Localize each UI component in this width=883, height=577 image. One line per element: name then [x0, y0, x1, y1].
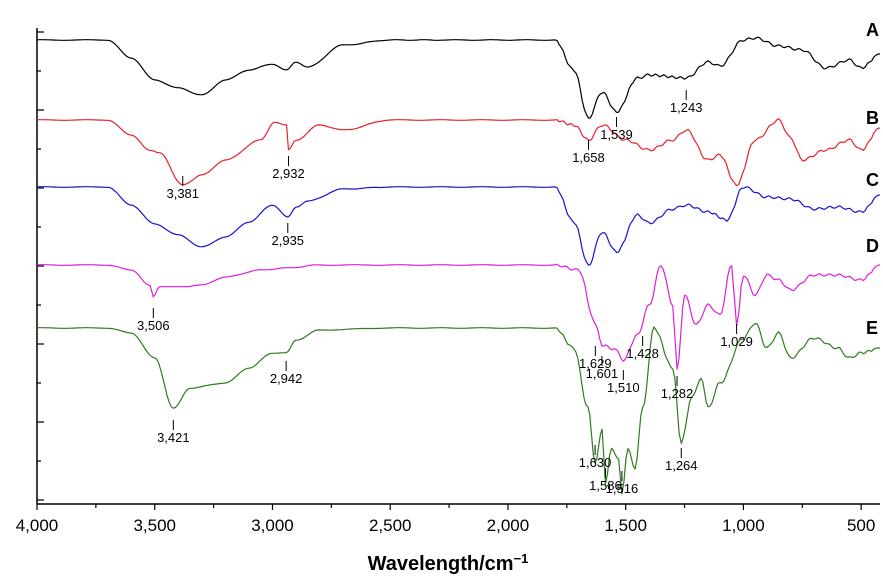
peak-label-7: 1,629 [579, 356, 612, 371]
x-axis-tick-labels: 4,000 3,500 3,000 2,500 2,000 1,500 1,000 500 [16, 516, 876, 535]
spectrum-curves [36, 36, 881, 495]
series-label-B: B [866, 108, 879, 128]
x-tick-label-4: 2,000 [487, 516, 530, 535]
spectrum-D [36, 263, 881, 370]
spectrum-A [36, 36, 881, 119]
x-tick-label-1: 3,500 [133, 516, 176, 535]
peak-annotations: 1,243 1,658 1,539 3,381 2,932 2,935 3,506 1,629… [137, 90, 753, 496]
peak-label-15: 1,630 [579, 455, 612, 470]
peak-label-11: 1,510 [607, 380, 640, 395]
x-tick-label-7: 500 [847, 516, 875, 535]
x-tick-label-2: 3,000 [251, 516, 294, 535]
peak-label-9: 1,428 [626, 346, 659, 361]
peak-label-3: 3,381 [166, 186, 199, 201]
peak-label-10: 1,029 [720, 334, 753, 349]
peak-label-4: 2,932 [272, 166, 305, 181]
x-tick-label-3: 2,500 [369, 516, 412, 535]
peak-label-0: 1,243 [670, 100, 703, 115]
peak-label-5: 2,935 [272, 233, 305, 248]
series-labels: A B C D E [866, 20, 879, 338]
spectrum-B [36, 118, 881, 187]
peak-label-1: 1,658 [572, 150, 605, 165]
peak-label-8: 1,601 [586, 366, 619, 381]
peak-label-16: 1,586 [589, 478, 622, 493]
series-label-C: C [866, 170, 879, 190]
peak-label-18: 1,264 [665, 458, 698, 473]
spectrum-E [36, 323, 881, 495]
series-label-A: A [866, 20, 879, 40]
peak-label-13: 2,942 [270, 371, 303, 386]
plot-area: 4,000 3,500 3,000 2,500 2,000 1,500 1,000 500 A… [16, 20, 881, 535]
peak-label-2: 1,539 [600, 127, 633, 142]
peak-label-14: 3,421 [157, 430, 190, 445]
x-tick-label-5: 1,500 [604, 516, 647, 535]
x-axis-title: Wavelength/cm−1 [368, 551, 529, 575]
series-label-D: D [866, 236, 879, 256]
x-tick-label-6: 1,000 [722, 516, 765, 535]
series-label-E: E [866, 318, 878, 338]
x-axis-ticks [36, 504, 862, 510]
y-axis-ticks [37, 31, 44, 501]
peak-label-12: 1,282 [661, 386, 694, 401]
peak-label-17: 1,516 [606, 481, 639, 496]
spectrum-C [36, 186, 881, 266]
peak-label-6: 3,506 [137, 318, 170, 333]
x-tick-label-0: 4,000 [16, 516, 59, 535]
